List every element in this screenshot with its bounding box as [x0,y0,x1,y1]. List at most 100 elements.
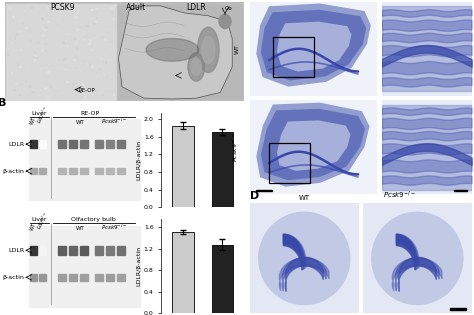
Bar [67,6,68,7]
Bar [38,140,46,148]
Text: WT: WT [29,116,37,125]
Bar [27,94,29,95]
Bar [30,246,37,255]
Bar [113,94,114,95]
Bar [15,83,17,84]
Bar [21,71,23,72]
Bar [63,24,64,25]
Text: WT: WT [75,226,84,231]
Text: $Ldlr^{-/-}$: $Ldlr^{-/-}$ [34,210,51,231]
Bar [83,64,85,65]
Bar [69,89,70,90]
Bar [100,68,101,69]
Bar [57,59,59,60]
Bar [68,25,69,26]
Bar [64,58,65,59]
Bar [110,7,112,8]
Bar [106,90,107,91]
Text: PCSK9: PCSK9 [50,3,74,12]
Bar [87,22,88,23]
Text: RE-OP: RE-OP [79,88,96,93]
Bar [30,140,37,148]
Text: β-actin: β-actin [3,169,25,174]
Bar [29,226,140,307]
Bar [9,7,10,8]
Bar [30,168,37,174]
Bar [42,34,44,36]
Text: D: D [250,191,259,201]
Bar [30,39,31,40]
Bar [39,89,41,90]
Text: $Pcsk9^{-/-}$: $Pcsk9^{-/-}$ [383,190,416,201]
Text: LDLR: LDLR [9,141,25,146]
Bar [19,85,20,86]
Bar [80,40,82,41]
Bar [93,14,95,15]
Bar [117,274,125,281]
Bar [63,42,64,43]
Bar [113,5,115,6]
Bar [91,49,92,50]
Bar [66,32,68,34]
Bar [172,232,194,313]
Bar [67,45,68,46]
Text: RE-OP: RE-OP [80,111,99,116]
Bar [47,97,48,98]
Bar [23,75,25,76]
Bar [95,140,103,148]
Bar [73,59,75,60]
Bar [80,26,82,27]
Bar [95,246,103,255]
Bar [18,94,20,95]
Bar [74,38,75,39]
Bar [75,43,76,44]
Bar [110,8,112,9]
Bar [104,24,105,26]
Bar [106,274,114,281]
Bar [31,91,33,92]
Bar [8,50,9,51]
Bar [22,10,24,11]
Bar [32,91,34,92]
Polygon shape [256,103,370,187]
Bar [95,8,97,9]
Bar [33,55,35,57]
Bar [79,69,80,70]
Bar [33,89,34,91]
Bar [91,66,93,67]
Bar [45,43,46,44]
Y-axis label: LDLR/β-actin: LDLR/β-actin [137,246,142,286]
Bar [29,85,31,87]
Ellipse shape [188,53,205,81]
Bar [89,89,91,90]
Bar [111,41,112,42]
Bar [117,168,125,174]
Bar [115,63,116,64]
Polygon shape [261,10,366,80]
Bar [12,16,14,17]
Text: WT: WT [299,195,310,201]
Bar [118,5,242,99]
Bar [80,140,88,148]
Bar [454,190,467,192]
Bar [56,24,58,25]
Bar [45,26,46,27]
Bar [112,12,113,14]
Bar [60,93,62,94]
Bar [75,32,77,33]
Bar [47,89,49,91]
Text: $Ldlr^{-/-}$: $Ldlr^{-/-}$ [34,104,51,125]
Bar [106,88,107,89]
Bar [25,57,27,58]
Bar [24,10,25,11]
Bar [18,35,20,36]
Ellipse shape [371,212,464,305]
Bar [38,168,46,174]
Bar [47,21,49,22]
Bar [95,274,103,281]
Bar [34,51,35,52]
Bar [10,12,11,13]
Bar [63,68,64,69]
Bar [64,4,65,5]
Bar [72,83,73,85]
